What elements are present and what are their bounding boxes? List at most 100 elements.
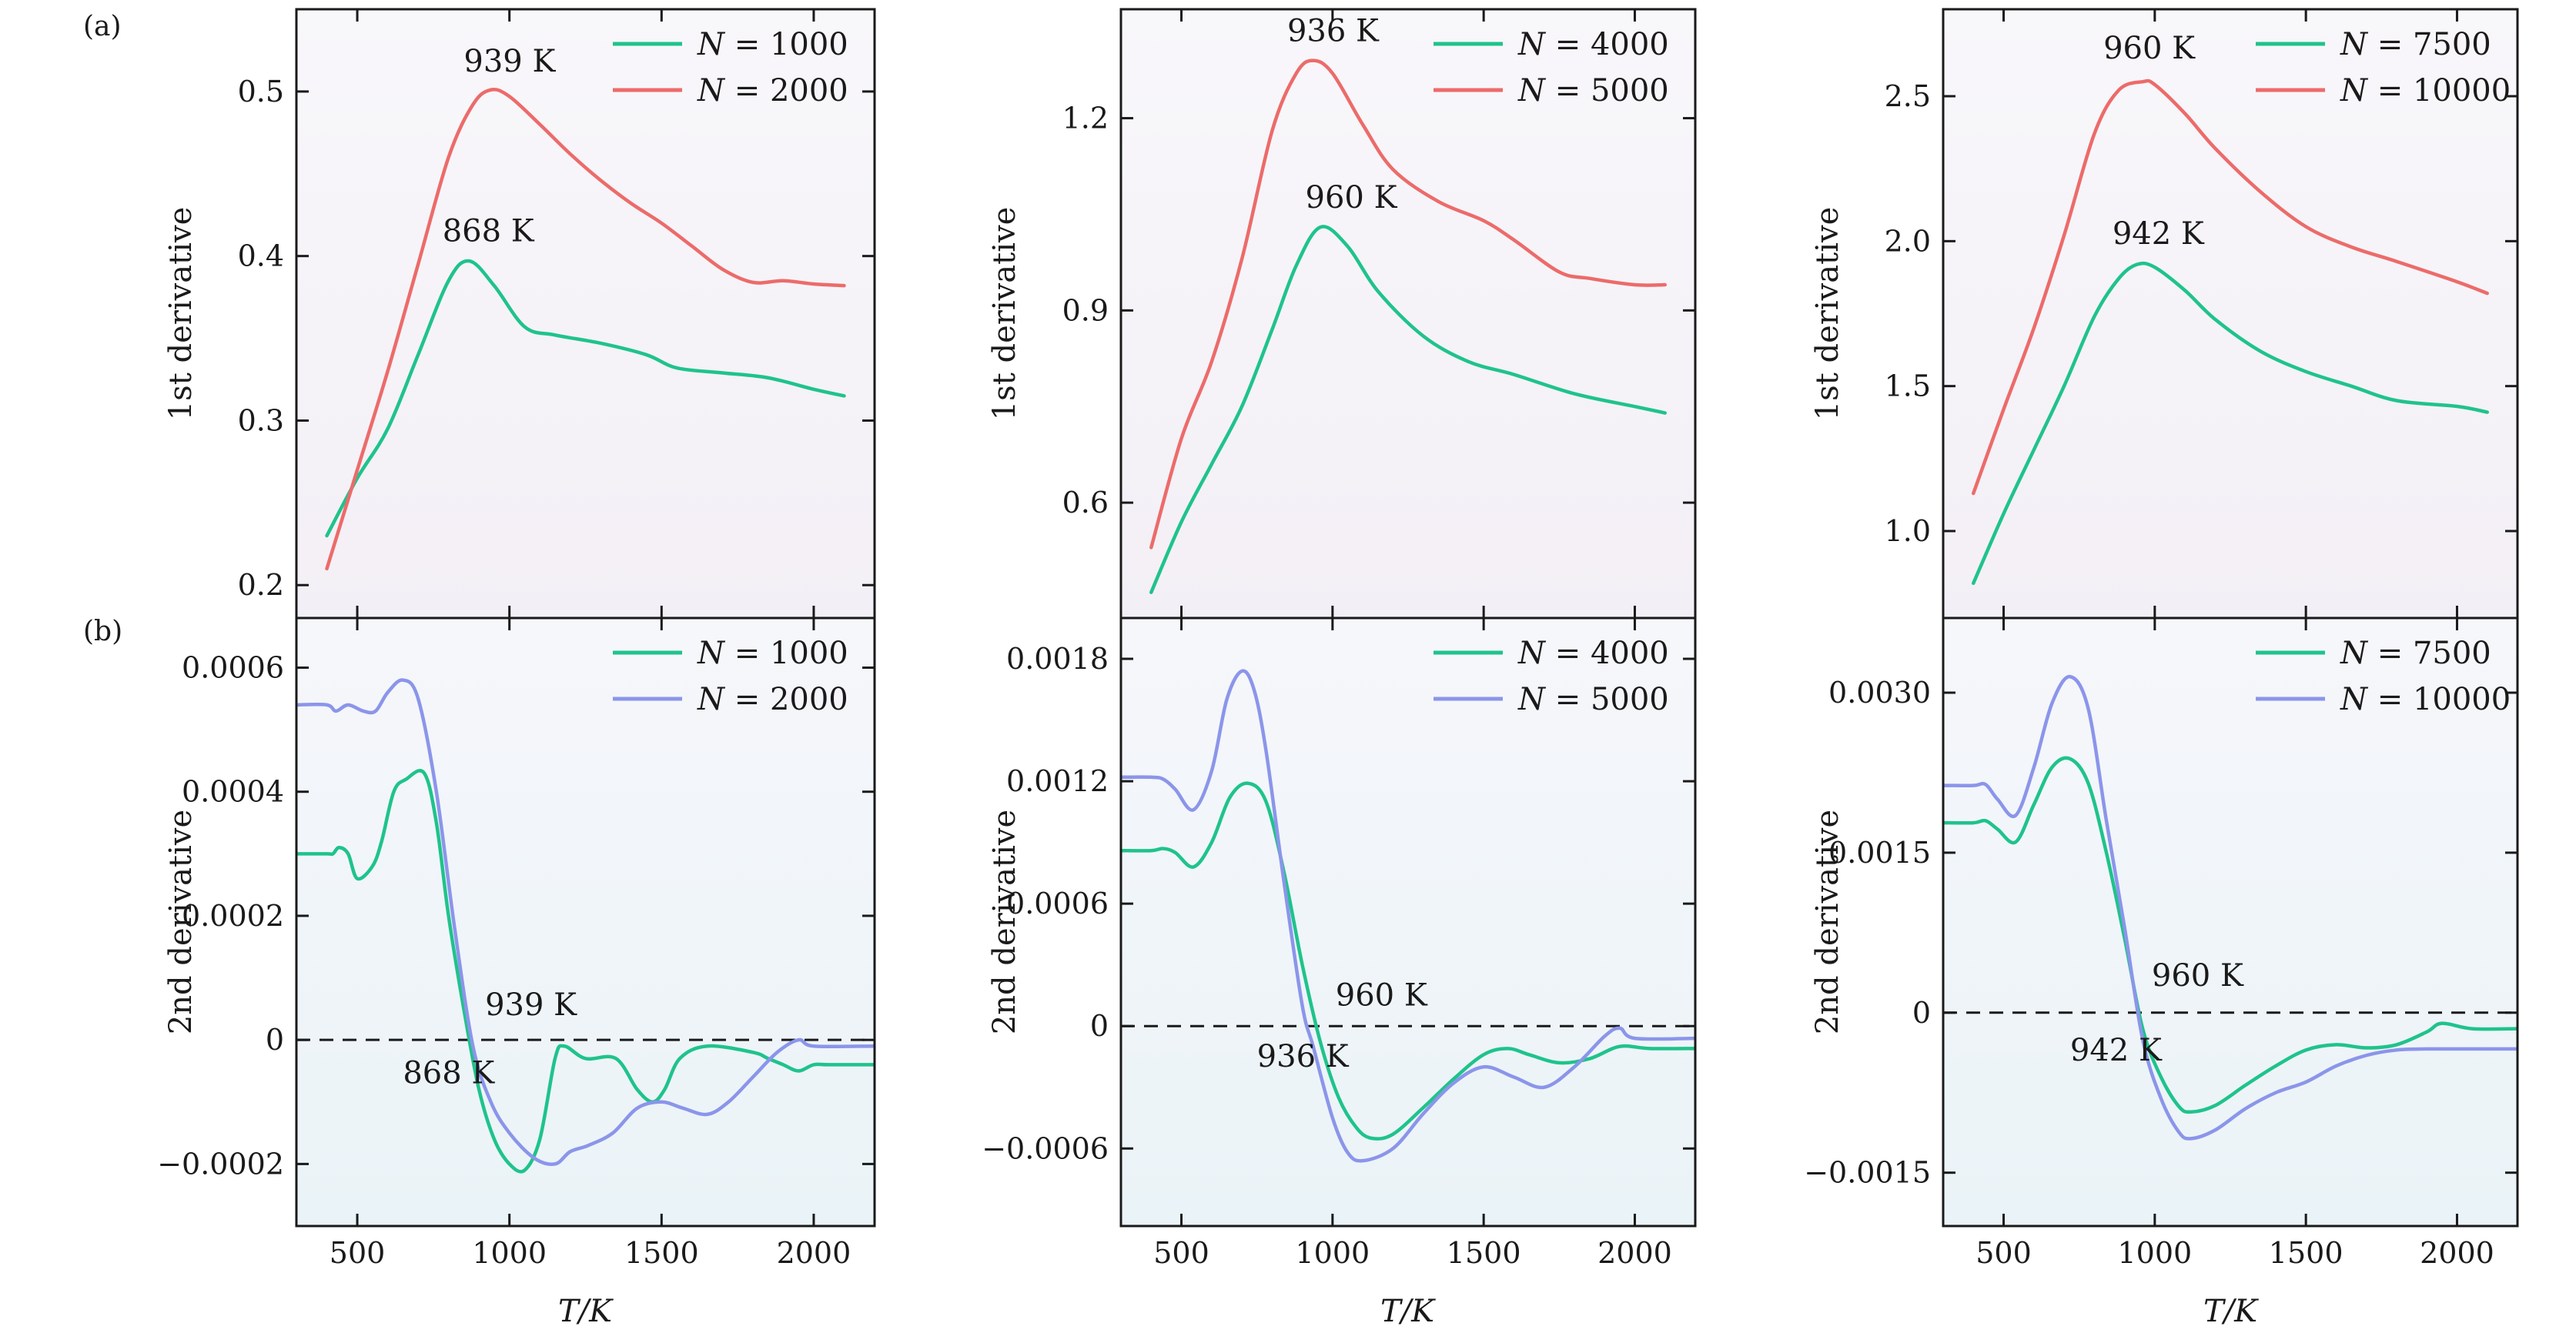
series-line-1000 [296, 769, 875, 1174]
x-tick-label: 500 [1153, 1236, 1209, 1270]
legend: N = 4000 N = 5000 [1434, 636, 1669, 717]
y-tick-label: 1.0 [1885, 514, 1931, 548]
x-axis-label-col3: T/K [2203, 1294, 2259, 1329]
peak-annotation: 868 K [443, 213, 535, 249]
chart-a3: 1.0 1.5 2.0 2.5 1st derivative N = 7500 N = 10… [1810, 8, 2519, 620]
y-tick-label: 0.0012 [1006, 764, 1109, 798]
y-axis-label: 2nd derivative [163, 810, 199, 1034]
legend: N = 4000 N = 5000 [1434, 27, 1669, 109]
y-tick-label: 0 [1090, 1009, 1109, 1043]
y-tick-label: 0.0002 [182, 899, 284, 933]
legend-label-2000: N = 2000 [697, 73, 848, 109]
legend: N = 1000 N = 2000 [613, 636, 848, 717]
chart-b2: 500 1000 1500 2000 −0.0006 0 0.0006 0.0012 0.001… [982, 616, 1697, 1270]
legend-label-2000: N = 2000 [697, 682, 848, 717]
series-group [296, 678, 875, 1174]
series-line-5000 [1121, 669, 1695, 1163]
y-axis-label: 1st derivative [163, 207, 199, 421]
legend-label-7500: N = 7500 [2340, 27, 2491, 62]
x-tick-label: 1500 [1447, 1236, 1521, 1270]
plot-background [296, 9, 875, 618]
series-line-1000 [325, 259, 846, 538]
legend: N = 1000 N = 2000 [613, 27, 848, 109]
series-line-2000 [296, 678, 875, 1166]
plot-background [296, 618, 875, 1226]
y-tick-label: 0.9 [1062, 293, 1109, 327]
peak-annotation: 939 K [485, 987, 577, 1023]
y-tick-label: 0.5 [238, 75, 284, 109]
series-line-4000 [1121, 781, 1695, 1141]
x-tick-label: 2000 [777, 1236, 851, 1270]
y-tick-label: 0.0006 [182, 650, 284, 684]
series-line-5000 [1149, 58, 1667, 550]
y-tick-label: 0 [1912, 996, 1931, 1030]
legend-label-5000: N = 5000 [1517, 682, 1669, 717]
series-group [325, 88, 846, 571]
legend-label-10000: N = 10000 [2340, 682, 2511, 717]
legend-label-5000: N = 5000 [1517, 73, 1669, 109]
x-tick-label: 500 [330, 1236, 386, 1270]
y-tick-label: −0.0002 [157, 1147, 284, 1181]
panel-label-b: (b) [83, 616, 122, 647]
x-tick-label: 1500 [2269, 1236, 2343, 1270]
y-tick-label: −0.0015 [1804, 1156, 1931, 1190]
chart-b1: 500 1000 1500 2000 −0.0002 0 0.0002 0.0004 0.000… [157, 616, 876, 1270]
peak-annotation: 936 K [1287, 14, 1380, 49]
series-line-7500 [1972, 261, 2489, 586]
x-axis-label-col1: T/K [558, 1294, 614, 1329]
series-line-10000 [1972, 79, 2489, 496]
peak-annotation: 939 K [463, 44, 556, 79]
series-line-2000 [325, 88, 846, 571]
plot-background [1121, 618, 1695, 1226]
x-tick-label: 1000 [2117, 1236, 2192, 1270]
y-tick-label: 0.0030 [1828, 676, 1931, 710]
plot-frame [1942, 616, 2519, 1228]
peak-annotation: 942 K [2113, 216, 2205, 252]
x-tick-label: 1500 [624, 1236, 699, 1270]
legend-label-7500: N = 7500 [2340, 636, 2491, 671]
x-tick-label: 500 [1975, 1236, 2032, 1270]
y-tick-label: 0.3 [238, 403, 284, 437]
x-tick-label: 1000 [472, 1236, 547, 1270]
series-group [1121, 669, 1695, 1163]
chart-a1: 0.2 0.3 0.4 0.5 1st derivative N = 1000 N = 20… [163, 8, 876, 620]
y-tick-label: 0 [266, 1023, 284, 1057]
legend-label-4000: N = 4000 [1517, 27, 1669, 62]
plot-background [1121, 9, 1695, 618]
x-tick-label: 2000 [1597, 1236, 1672, 1270]
y-axis-label: 1st derivative [987, 207, 1022, 421]
legend-label-4000: N = 4000 [1517, 636, 1669, 671]
plot-background [1943, 618, 2517, 1226]
y-tick-label: 2.5 [1885, 79, 1931, 113]
series-group [1972, 79, 2489, 586]
x-axis-labels: T/K T/K T/K [558, 1294, 2259, 1329]
peak-annotation: 960 K [1336, 978, 1428, 1014]
x-tick-label: 1000 [1295, 1236, 1370, 1270]
chart-b3: 500 1000 1500 2000 −0.0015 0 0.0015 0.0030 2nd d… [1804, 616, 2519, 1270]
plots-group: 0.2 0.3 0.4 0.5 1st derivative N = 1000 N = 20… [157, 8, 2519, 1270]
peak-annotation: 960 K [1306, 180, 1398, 215]
y-tick-label: 1.5 [1885, 369, 1931, 403]
y-tick-label: 0.4 [238, 239, 284, 273]
y-axis-label: 2nd derivative [1810, 810, 1845, 1034]
y-tick-label: 0.0018 [1006, 642, 1109, 676]
plot-frame [1119, 616, 1697, 1228]
peak-annotation: 868 K [403, 1056, 495, 1091]
legend: N = 7500 N = 10000 [2256, 27, 2511, 109]
series-group [1943, 674, 2517, 1141]
x-tick-label: 2000 [2420, 1236, 2494, 1270]
peak-annotation: 942 K [2070, 1033, 2163, 1068]
y-tick-label: 0.2 [238, 568, 284, 602]
y-axis-label: 1st derivative [1810, 207, 1845, 421]
chart-a2: 0.6 0.9 1.2 1st derivative N = 4000 N = 5000 9… [987, 8, 1697, 620]
legend-label-10000: N = 10000 [2340, 73, 2511, 109]
y-axis-label: 2nd derivative [987, 810, 1022, 1034]
legend-label-1000: N = 1000 [697, 27, 848, 62]
panel-label-a: (a) [83, 11, 122, 42]
y-tick-label: 1.2 [1062, 102, 1109, 135]
y-tick-label: −0.0006 [982, 1131, 1109, 1165]
peak-annotation: 960 K [2152, 958, 2244, 994]
series-group [1149, 58, 1667, 594]
legend: N = 7500 N = 10000 [2256, 636, 2511, 717]
